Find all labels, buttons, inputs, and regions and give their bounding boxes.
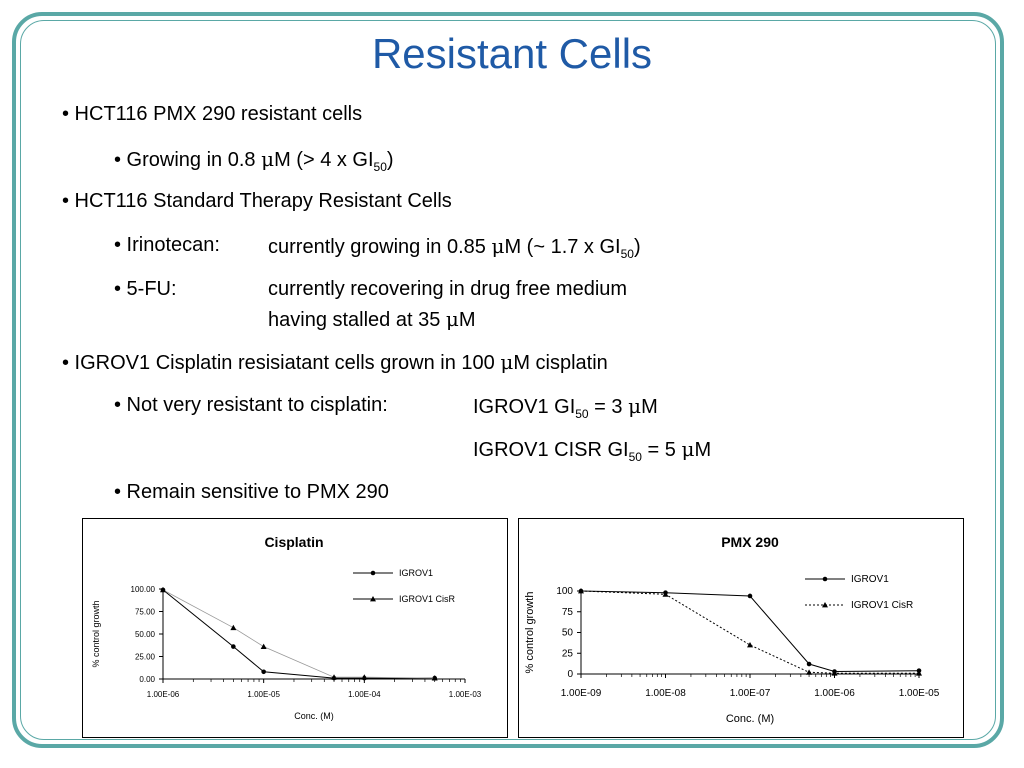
bullet-remain-sensitive: • Remain sensitive to PMX 290: [114, 481, 389, 503]
gi50-igrov1-cisr: IGROV1 CISR GI50 = 5 μM: [473, 437, 711, 464]
text: IGROV1 CISR GI: [473, 439, 629, 461]
cisplatin-chart-box: Cisplatin 0.00 25.00 50.00 75.00 100.00 1.00E-…: [82, 518, 508, 738]
series-point-1: [431, 675, 438, 681]
y-tick-label: 50: [562, 628, 574, 639]
series-line-0: [580, 590, 920, 673]
series-point-1: [331, 674, 338, 680]
x-axis-label: Conc. (M): [726, 713, 774, 725]
text: M (> 4 x GI: [274, 149, 374, 171]
mu-symbol: μ: [445, 307, 459, 331]
legend-marker-1: [822, 602, 828, 608]
series-point-1: [806, 669, 813, 675]
y-tick-label: 75: [562, 607, 574, 618]
bullet-5fu-text-1: currently recovering in drug free medium: [268, 278, 628, 300]
bullet-irinotecan-text: currently growing in 0.85 μM (~ 1.7 x GI…: [268, 234, 641, 261]
y-axis-label: % control growth: [524, 592, 536, 674]
subscript: 50: [575, 407, 589, 421]
x-tick-label: 1.00E-08: [645, 688, 686, 699]
slide-outer-frame: [12, 12, 1004, 748]
bullet-not-resistant: • Not very resistant to cisplatin:: [114, 394, 388, 416]
series-line-1: [162, 589, 435, 679]
mu-symbol: μ: [500, 350, 514, 374]
mu-symbol: μ: [628, 394, 642, 418]
legend-label-0: IGROV1: [851, 574, 889, 585]
x-tick-label: 1.00E-05: [247, 690, 280, 699]
text: M cisplatin: [513, 352, 608, 374]
series-point-1: [578, 588, 584, 594]
gi50-igrov1: IGROV1 GI50 = 3 μM: [473, 394, 658, 421]
subscript: 50: [628, 450, 642, 464]
legend-marker-0: [370, 570, 376, 576]
text: • IGROV1 Cisplatin resisiatant cells gro…: [62, 352, 501, 374]
text: = 5: [641, 439, 682, 461]
y-tick-label: 25: [562, 648, 574, 659]
series-point-1: [230, 624, 237, 631]
text: M (~ 1.7 x GI: [504, 236, 621, 258]
chart-title: PMX 290: [721, 534, 779, 550]
bullet-standard-therapy: • HCT116 Standard Therapy Resistant Cell…: [62, 190, 452, 212]
slide-title: Resistant Cells: [371, 30, 653, 77]
series-point-1: [160, 586, 166, 593]
series-point-0: [806, 661, 812, 667]
bullet-5fu-label: • 5-FU:: [114, 278, 177, 300]
legend-label-1: IGROV1 CisR: [399, 594, 456, 604]
series-point-1: [747, 641, 753, 648]
text: ): [386, 149, 394, 171]
bullet-5fu-text-2: having stalled at 35 μM: [268, 307, 476, 332]
series-point-1: [916, 670, 922, 676]
y-axis-label: % control growth: [91, 600, 101, 667]
subscript: 50: [620, 247, 634, 261]
text: M: [694, 439, 712, 461]
x-tick-label: 1.00E-09: [561, 688, 602, 699]
text: currently growing in 0.85: [268, 236, 492, 258]
x-tick-label: 1.00E-05: [899, 688, 940, 699]
x-tick-label: 1.00E-04: [348, 690, 381, 699]
legend-label-1: IGROV1 CisR: [851, 600, 913, 611]
mu-symbol: μ: [261, 147, 275, 171]
series-line-0: [162, 589, 435, 679]
series-point-0: [261, 669, 266, 675]
bullet-irinotecan-label: • Irinotecan:: [114, 234, 220, 256]
x-tick-label: 1.00E-06: [147, 690, 180, 699]
legend-marker-0: [822, 576, 828, 582]
x-tick-label: 1.00E-07: [730, 688, 771, 699]
y-tick-label: 0: [567, 669, 573, 680]
series-point-1: [662, 591, 669, 597]
y-tick-label: 50.00: [135, 630, 156, 639]
subscript: 50: [373, 160, 387, 174]
mu-symbol: μ: [681, 437, 695, 461]
text: M: [641, 396, 658, 418]
y-tick-label: 75.00: [135, 608, 156, 617]
text: • Growing in 0.8: [114, 149, 262, 171]
series-point-1: [361, 674, 368, 680]
y-tick-label: 25.00: [135, 653, 156, 662]
series-point-0: [231, 644, 236, 649]
pmx290-chart-box: PMX 290 0 25 50 75 100 1.00E-09 1.00E-08 1.00E-0…: [518, 518, 964, 738]
text: M: [458, 309, 476, 331]
y-tick-label: 0.00: [139, 675, 155, 684]
x-axis-label: Conc. (M): [294, 711, 334, 721]
y-tick-label: 100: [556, 586, 573, 597]
y-tick-label: 100.00: [131, 585, 156, 594]
mu-symbol: μ: [491, 234, 505, 258]
bullet-igrov1-cisplatin: • IGROV1 Cisplatin resisiatant cells gro…: [62, 350, 608, 375]
text: IGROV1 GI: [473, 396, 576, 418]
text: having stalled at 35: [268, 309, 446, 331]
x-tick-label: 1.00E-06: [814, 688, 855, 699]
cisplatin-chart: Cisplatin 0.00 25.00 50.00 75.00 100.00 1.00E-…: [91, 534, 482, 721]
bullet-growing: • Growing in 0.8 μM (> 4 x GI50): [114, 147, 394, 174]
legend-marker-1: [370, 596, 376, 602]
legend-label-0: IGROV1: [399, 568, 433, 578]
bullet-hct116-pmx: • HCT116 PMX 290 resistant cells: [62, 103, 363, 125]
text: ): [633, 236, 641, 258]
series-point-1: [831, 670, 838, 676]
chart-title: Cisplatin: [264, 534, 323, 550]
pmx290-chart: PMX 290 0 25 50 75 100 1.00E-09 1.00E-08 1.00E-0…: [524, 534, 940, 725]
x-tick-label: 1.00E-03: [449, 690, 482, 699]
series-point-0: [747, 593, 753, 599]
series-point-1: [260, 643, 267, 649]
slide-inner-frame: [20, 20, 996, 740]
text: = 3: [588, 396, 629, 418]
